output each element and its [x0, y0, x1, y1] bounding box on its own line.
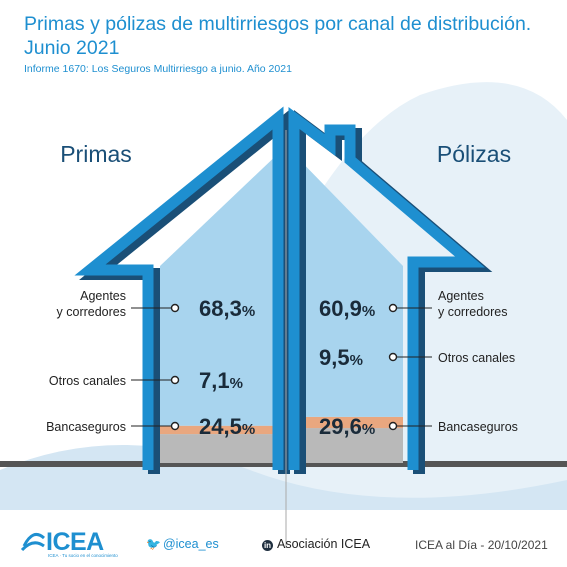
linkedin-name: Asociación ICEA — [277, 537, 371, 551]
primas-dot-agentes — [170, 303, 180, 313]
polizas-unit-banca: % — [362, 421, 375, 438]
series-label-primas: Primas — [60, 141, 132, 167]
primas-bar-agentes — [160, 150, 282, 426]
right-category-label-0: Agentes — [438, 289, 484, 303]
brand-tagline: ICEA · Tu socio en el conocimiento — [48, 553, 118, 558]
primas-dot-otros — [170, 375, 180, 385]
left-category-label-2: Otros canales — [49, 374, 126, 388]
twitter-handle: @icea_es — [162, 537, 219, 551]
left-category-label-3: Bancaseguros — [46, 420, 126, 434]
right-category-label-2: Otros canales — [438, 351, 515, 365]
primas-unit-banca: % — [242, 421, 255, 438]
twitter-link[interactable]: 🐦 @icea_es — [146, 537, 219, 551]
brand-logo: ICEA — [46, 528, 104, 556]
left-category-label-0: Agentes — [80, 289, 126, 303]
chart-title: Primas y pólizas de multirriesgos por ca… — [24, 13, 532, 59]
right-category-label-1: y corredores — [438, 305, 507, 319]
polizas-unit-otros: % — [350, 352, 363, 369]
left-category-label-1: y corredores — [57, 305, 126, 319]
footer-date: ICEA al Día - 20/10/2021 — [415, 538, 548, 552]
polizas-unit-agentes: % — [362, 303, 375, 320]
right-category-label-3: Bancaseguros — [438, 420, 518, 434]
polizas-bar-agentes — [290, 150, 403, 417]
house-outline-right — [288, 107, 485, 470]
house-outline-left — [74, 106, 284, 470]
polizas-dot-agentes — [388, 303, 398, 313]
series-label-polizas: Pólizas — [437, 141, 511, 167]
linkedin-link[interactable]: in Asociación ICEA — [262, 537, 370, 551]
primas-dot-banca — [170, 421, 180, 431]
polizas-bar-banca — [290, 428, 403, 463]
primas-unit-agentes: % — [242, 303, 255, 320]
linkedin-icon: in — [262, 540, 273, 551]
polizas-bar-otros — [290, 416, 403, 429]
chart-subtitle: Informe 1670: Los Seguros Multirriesgo a… — [24, 63, 292, 75]
icea-logo-icon — [20, 532, 46, 552]
primas-bar-otros — [160, 425, 282, 435]
primas-bar-banca — [160, 434, 282, 463]
polizas-dot-banca — [388, 421, 398, 431]
polizas-value-banca: 29,6% — [319, 414, 375, 439]
twitter-icon: 🐦 — [146, 537, 161, 551]
polizas-dot-otros — [388, 352, 398, 362]
primas-unit-otros: % — [230, 375, 243, 392]
